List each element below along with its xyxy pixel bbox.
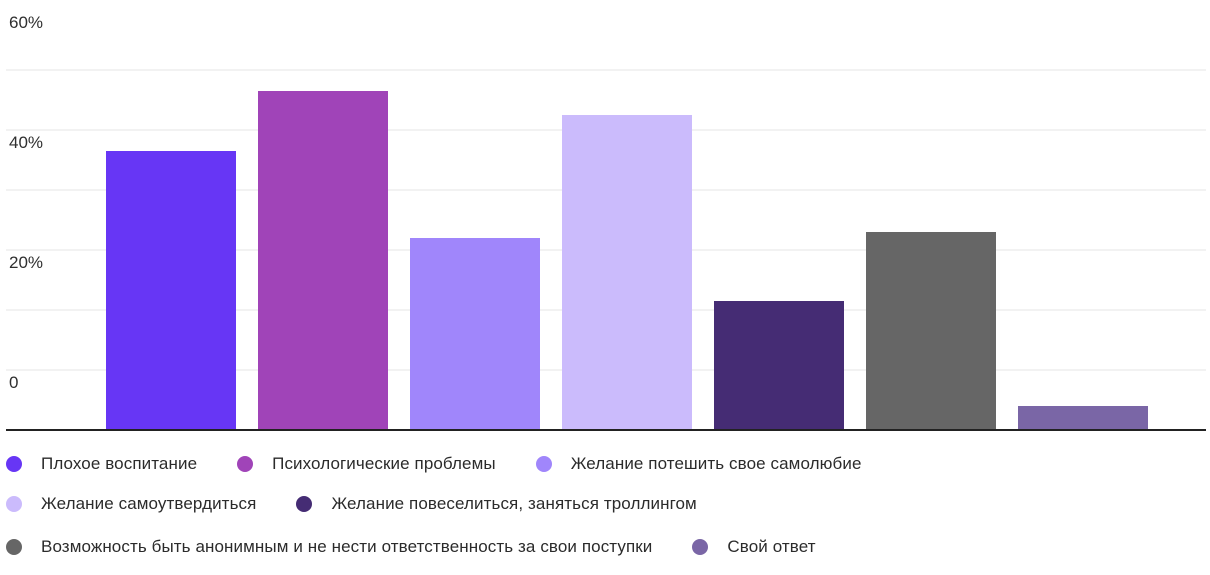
bars <box>106 91 1148 430</box>
legend-swatch <box>692 539 709 555</box>
legend-label: Желание самоутвердиться <box>41 494 257 513</box>
legend-label: Психологические проблемы <box>272 454 496 473</box>
legend-swatch <box>296 496 313 512</box>
legend-item: Плохое воспитание <box>6 454 197 474</box>
bar <box>1018 406 1148 430</box>
bar-chart: 0 20% 40% 60% <box>6 13 1206 431</box>
legend-item: Желание потешить свое самолюбие <box>535 454 862 474</box>
legend-row: Возможность быть анонимным и не нести от… <box>6 534 856 560</box>
y-tick-label: 60% <box>9 13 43 32</box>
legend-label: Возможность быть анонимным и не нести от… <box>41 537 653 556</box>
bar <box>866 232 996 430</box>
bar <box>562 115 692 430</box>
legend-item: Возможность быть анонимным и не нести от… <box>6 537 652 557</box>
legend-swatch <box>237 456 254 472</box>
legend-row: Плохое воспитание Психологические пробле… <box>6 451 902 477</box>
legend-swatch <box>6 456 22 472</box>
bar <box>258 91 388 430</box>
legend-swatch <box>535 456 552 472</box>
y-tick-label: 40% <box>9 133 43 152</box>
legend-label: Плохое воспитание <box>41 454 198 473</box>
legend-label: Желание потешить свое самолюбие <box>570 454 862 473</box>
bar <box>410 238 540 430</box>
legend-label: Свой ответ <box>727 537 816 556</box>
legend-swatch <box>6 539 22 555</box>
chart-legend: Плохое воспитание Психологические пробле… <box>0 443 1210 575</box>
y-axis-tick-labels: 0 20% 40% 60% <box>9 13 43 392</box>
legend-swatch <box>6 496 22 512</box>
legend-item: Психологические проблемы <box>237 454 496 474</box>
bar <box>106 151 236 430</box>
legend-item: Свой ответ <box>692 537 815 557</box>
legend-row: Желание самоутвердиться Желание повесели… <box>6 491 737 517</box>
legend-item: Желание самоутвердиться <box>6 494 256 514</box>
y-tick-label: 20% <box>9 253 43 272</box>
legend-label: Желание повеселиться, заняться троллинго… <box>331 494 697 513</box>
bar <box>714 301 844 430</box>
y-tick-label: 0 <box>9 373 18 392</box>
legend-item: Желание повеселиться, заняться троллинго… <box>296 494 697 514</box>
